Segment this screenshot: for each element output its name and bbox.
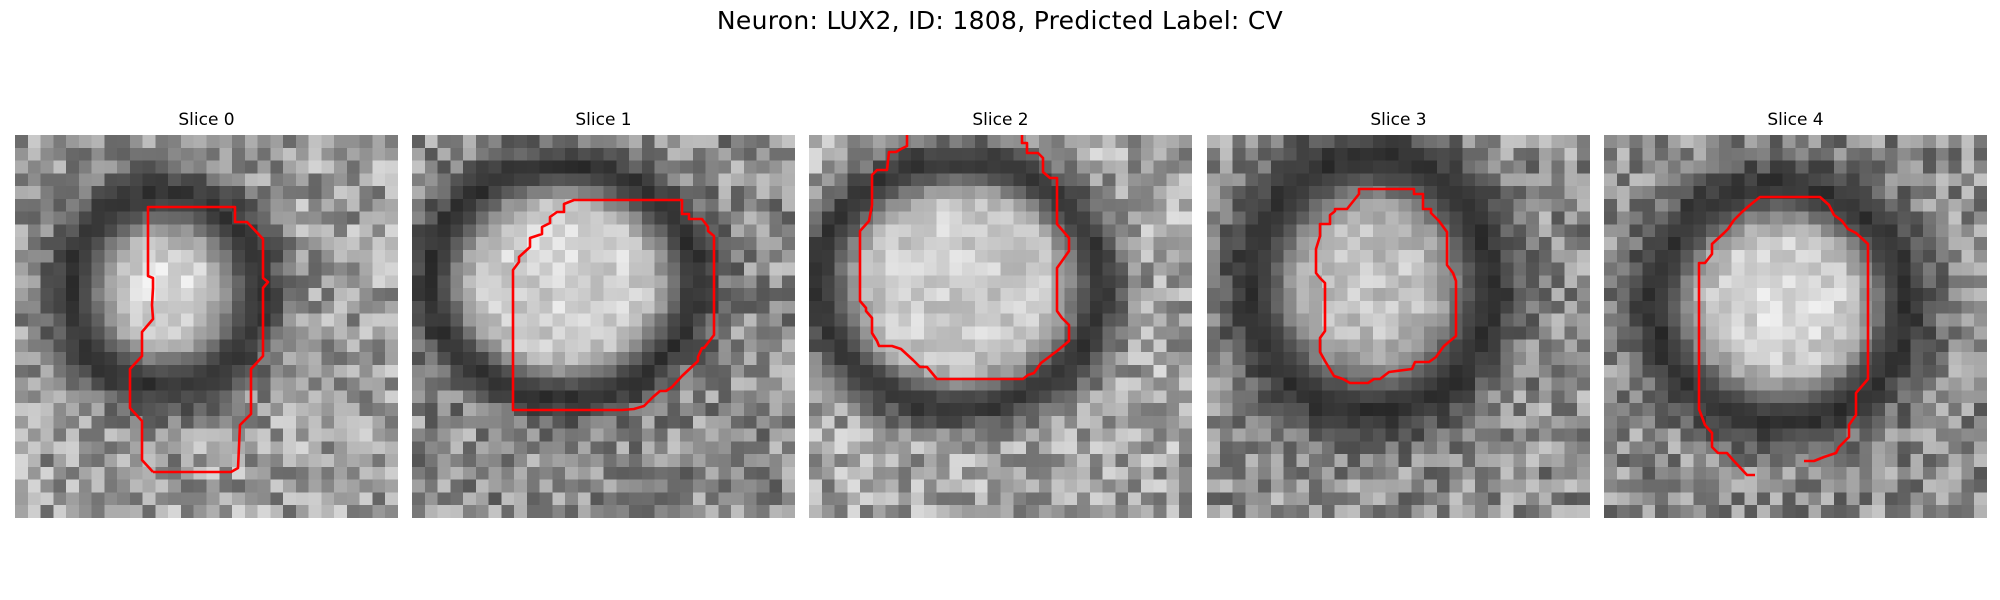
segmentation-contour xyxy=(858,135,1071,381)
slice-title: Slice 1 xyxy=(575,110,632,130)
microscopy-image xyxy=(412,135,795,518)
microscopy-image xyxy=(1207,135,1590,518)
slice-panel-3: Slice 3 xyxy=(1207,109,1590,518)
microscopy-image xyxy=(809,135,1192,518)
slice-panel-2: Slice 2 xyxy=(809,109,1192,518)
segmentation-contour xyxy=(128,205,270,474)
segmentation-contour xyxy=(1314,187,1458,385)
segmentation-contour xyxy=(1697,195,1870,477)
slice-title: Slice 4 xyxy=(1767,110,1824,130)
microscopy-image xyxy=(15,135,398,518)
slice-panel-4: Slice 4 xyxy=(1604,109,1987,518)
slice-title: Slice 3 xyxy=(1370,110,1427,130)
slice-panel-1: Slice 1 xyxy=(412,109,795,518)
slice-title: Slice 2 xyxy=(972,110,1029,130)
slice-title: Slice 0 xyxy=(178,110,235,130)
slice-panel-0: Slice 0 xyxy=(15,109,398,518)
microscopy-image xyxy=(1604,135,1987,518)
segmentation-contour xyxy=(511,198,716,412)
figure-title: Neuron: LUX2, ID: 1808, Predicted Label:… xyxy=(716,6,1284,35)
